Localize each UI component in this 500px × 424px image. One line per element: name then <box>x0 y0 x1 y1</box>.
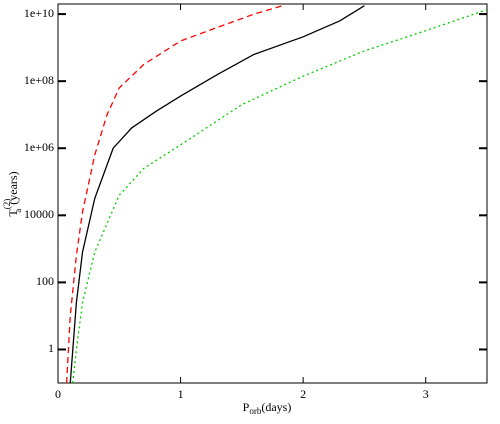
series-line <box>72 9 487 383</box>
y-label-sub: a <box>13 209 23 213</box>
series-line <box>65 4 285 383</box>
y-tick-label: 1e+10 <box>24 6 54 20</box>
series-line <box>69 5 365 383</box>
x-axis-label: Porb(days) <box>243 400 292 416</box>
y-tick-label: 1e+06 <box>24 140 54 154</box>
x-label-sub: orb <box>249 406 261 416</box>
x-tick-label: 3 <box>423 387 429 401</box>
plot-frame <box>57 3 488 384</box>
y-axis-label: T(2)a (years) <box>2 171 23 216</box>
y-label-main: T <box>6 209 20 217</box>
y-label-sup: (2) <box>2 199 12 210</box>
y-tick-label: 1 <box>48 341 54 355</box>
y-tick-label: 100 <box>36 274 54 288</box>
x-label-unit: (days) <box>261 400 291 414</box>
x-label-main: P <box>243 400 250 414</box>
x-tick-label: 1 <box>178 387 184 401</box>
y-label-unit: (years) <box>6 171 20 204</box>
x-tick-label: 0 <box>55 387 61 401</box>
x-tick-label: 2 <box>300 387 306 401</box>
y-tick-label: 1e+08 <box>24 73 54 87</box>
y-tick-label: 10000 <box>24 207 54 221</box>
